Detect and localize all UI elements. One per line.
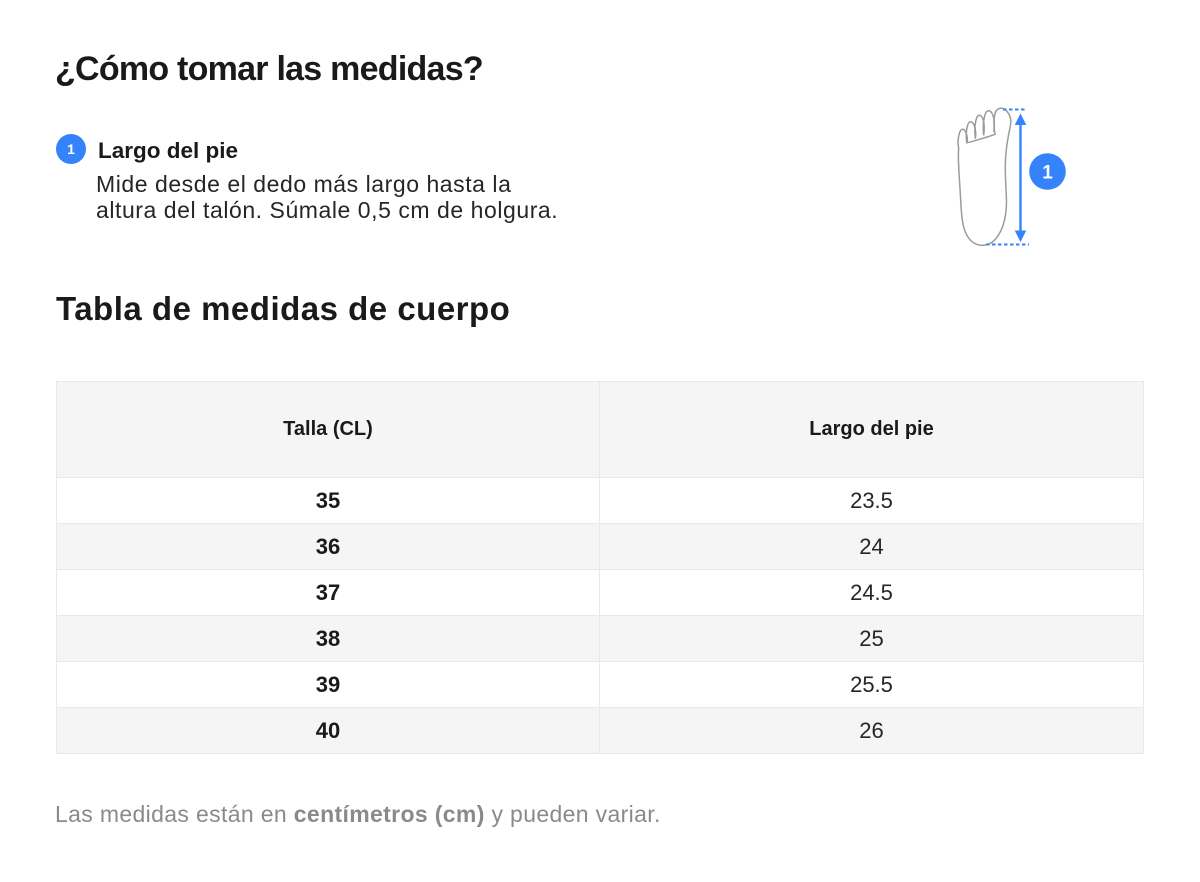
svg-text:1: 1 xyxy=(1042,162,1053,183)
